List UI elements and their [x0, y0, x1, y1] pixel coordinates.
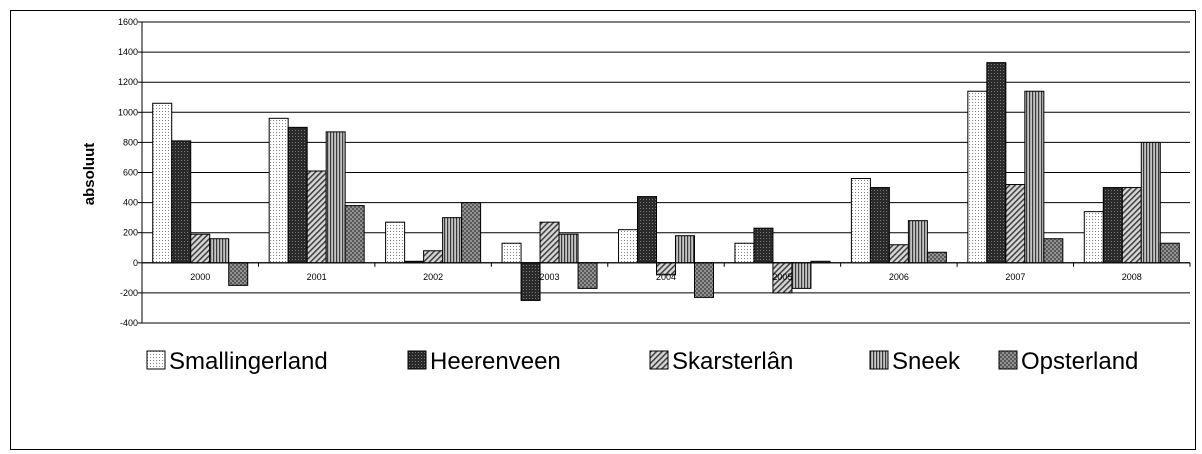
bar-skarsterlân-2000: [190, 233, 211, 264]
legend-label: Heerenveen: [430, 348, 561, 375]
y-tick-label: -400: [120, 318, 138, 328]
legend: Smallingerland Heerenveen Skarsterlân Sneek…: [146, 348, 1138, 375]
bar-sneek-2002: [442, 217, 463, 264]
bar-sneek-2007: [1024, 90, 1045, 264]
bar-opsterland-2000: [228, 262, 249, 286]
bar-sneek-2004: [675, 235, 695, 264]
bar-skarsterlân-2007: [1005, 184, 1026, 264]
chart-frame: [10, 10, 1196, 450]
y-tick-label: 600: [123, 168, 138, 178]
bar-skarsterlân-2006: [888, 244, 909, 264]
y-tick-label: 1400: [118, 47, 138, 57]
bar-heerenveen-2003: [520, 262, 541, 301]
legend-label: Opsterland: [1021, 348, 1138, 375]
x-tick-label: 2001: [307, 272, 327, 282]
x-tick-labels: 2000 2001 2002 2003 2004 2005 2006 2007 2008: [190, 272, 1142, 282]
bar-sneek-2006: [907, 220, 928, 264]
bar-heerenveen-2000: [171, 140, 192, 264]
bar-opsterland-2003: [577, 262, 598, 289]
legend-swatch: [146, 350, 166, 370]
bar-smallingerland-2007: [967, 90, 988, 264]
y-tick-label: 400: [123, 198, 138, 208]
bar-smallingerland-2004: [618, 229, 638, 264]
bar-smallingerland-2002: [385, 221, 406, 264]
bar-skarsterlân-2001: [306, 170, 327, 264]
bar-sneek-2003: [558, 233, 579, 264]
x-tick-label: 2004: [656, 272, 676, 282]
bar-opsterland-2001: [344, 205, 365, 264]
x-tick-label: 2006: [889, 272, 909, 282]
legend-swatch: [407, 350, 427, 370]
bar-opsterland-2006: [926, 251, 947, 264]
legend-label: Skarsterlân: [672, 348, 793, 375]
legend-swatch: [869, 350, 889, 370]
bar-opsterland-2002: [461, 202, 482, 264]
bar-sneek-2000: [209, 238, 230, 264]
bar-sneek-2001: [325, 131, 346, 264]
x-tick-label: 2007: [1005, 272, 1025, 282]
y-tick-label: -200: [120, 288, 138, 298]
bar-smallingerland-2006: [850, 178, 871, 264]
legend-swatch: [998, 350, 1018, 370]
bar-smallingerland-2000: [152, 102, 173, 264]
bar-smallingerland-2005: [734, 242, 755, 264]
bar-heerenveen-2008: [1102, 187, 1123, 264]
bars: [152, 62, 1180, 301]
y-tick-label: 200: [123, 228, 138, 238]
bar-skarsterlân-2008: [1121, 187, 1142, 264]
x-tick-label: 2000: [190, 272, 210, 282]
y-tick-labels: -400 -200 0 200 400 600 800 1000 1200 1400 1600: [118, 17, 138, 328]
bar-heerenveen-2004: [637, 196, 657, 264]
bar-opsterland-2007: [1043, 238, 1064, 264]
x-tick-label: 2005: [772, 272, 792, 282]
bar-heerenveen-2001: [287, 126, 308, 264]
bar-smallingerland-2003: [501, 242, 522, 264]
y-tick-label: 1000: [118, 107, 138, 117]
y-tick-label: 1600: [118, 17, 138, 27]
legend-label: Smallingerland: [169, 348, 328, 375]
bar-smallingerland-2001: [268, 117, 289, 264]
y-tick-label: 800: [123, 137, 138, 147]
bar-sneek-2005: [791, 262, 812, 289]
bar-heerenveen-2006: [869, 187, 890, 264]
bar-opsterland-2004: [694, 262, 714, 298]
bar-skarsterlân-2003: [539, 221, 560, 264]
bar-smallingerland-2008: [1083, 211, 1104, 264]
bar-opsterland-2008: [1159, 242, 1180, 264]
x-tick-label: 2008: [1122, 272, 1142, 282]
axes: [138, 21, 1191, 324]
bar-heerenveen-2005: [753, 227, 774, 264]
x-tick-label: 2003: [540, 272, 560, 282]
bar-skarsterlân-2002: [423, 250, 444, 264]
legend-label: Sneek: [892, 348, 961, 375]
y-axis-label: absoluut: [81, 143, 98, 206]
y-tick-label: 1200: [118, 77, 138, 87]
bar-sneek-2008: [1140, 141, 1161, 264]
legend-swatch: [649, 350, 669, 370]
bar-heerenveen-2007: [986, 62, 1007, 264]
x-tick-label: 2002: [423, 272, 443, 282]
y-tick-label: 0: [133, 258, 138, 268]
